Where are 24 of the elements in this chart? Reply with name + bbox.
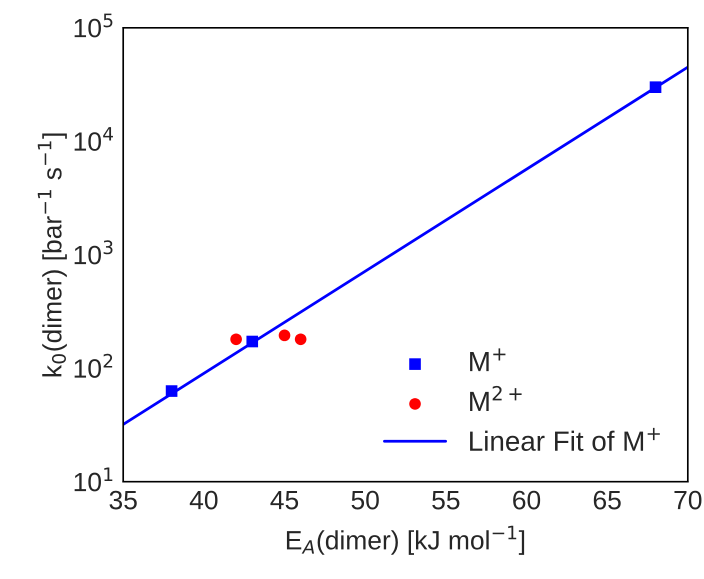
x-tick-label: 35 xyxy=(110,490,137,510)
y-tick-label: 10$^{4}$ xyxy=(74,127,113,151)
x-tick-label: 50 xyxy=(352,490,379,510)
x-tick-label: 65 xyxy=(594,490,621,510)
legend-label: M$^{+}$ xyxy=(470,348,506,372)
y-axis-title: k$_{0}$(dimer) [bar$^{−1}$ s$^{−1}$] xyxy=(38,133,67,376)
x-tick-label: 55 xyxy=(432,491,460,510)
legend-label: Linear Fit of M$^{+}$ xyxy=(470,428,660,452)
y-tick-label: 10$^{2}$ xyxy=(74,354,112,378)
point xyxy=(166,385,178,397)
x-tick-label: 40 xyxy=(190,490,218,510)
y-tick-label: 10$^{5}$ xyxy=(74,14,112,38)
x-tick-label: 45 xyxy=(270,491,298,510)
legend-label: M$^{2+}$ xyxy=(470,386,522,411)
point xyxy=(294,333,306,346)
point xyxy=(278,330,290,342)
y-tick-label: 10$^{1}$ xyxy=(74,468,112,492)
point xyxy=(230,333,242,346)
x-tick-label: 60 xyxy=(513,490,540,510)
point xyxy=(650,81,662,93)
x-axis-title: E$_{A}$(dimer) [kJ mol$^{−1}$] xyxy=(286,526,524,555)
y-tick-label: 10$^{3}$ xyxy=(74,240,113,264)
point xyxy=(246,336,258,348)
x-tick-label: 70 xyxy=(674,490,702,510)
